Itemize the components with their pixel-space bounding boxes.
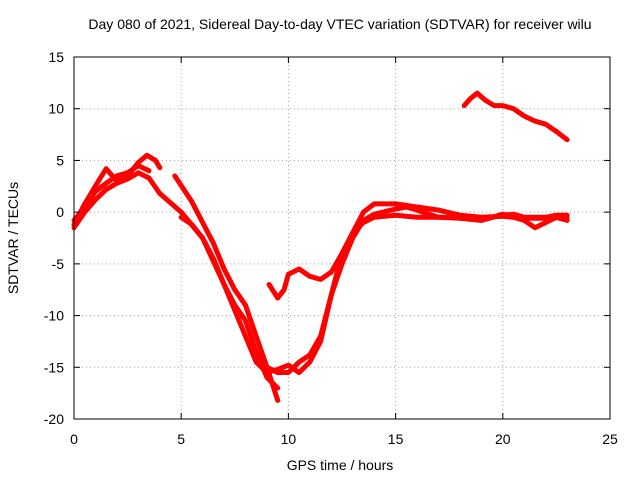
plot-frame — [73, 56, 611, 420]
series-line-sat-h — [461, 90, 570, 143]
chart-title: Day 080 of 2021, Sidereal Day-to-day VTE… — [88, 16, 591, 32]
x-tick-label: 0 — [70, 431, 78, 447]
axis-ticks — [73, 56, 611, 420]
x-tick-labels: 0 5 10 15 20 25 — [70, 431, 618, 447]
y-tick-label: 10 — [48, 101, 64, 117]
y-tick-label: -10 — [44, 308, 64, 324]
series-line-sat-e — [178, 214, 281, 391]
series-group — [71, 90, 570, 403]
series-line-sat-d — [172, 173, 281, 403]
x-tick-label: 25 — [602, 431, 618, 447]
series-line-sat-c — [71, 170, 570, 375]
grid — [74, 57, 610, 419]
x-axis-label: GPS time / hours — [287, 457, 394, 473]
y-tick-label: 0 — [56, 204, 64, 220]
series-line-sat-g — [264, 204, 570, 375]
x-tick-label: 15 — [388, 431, 404, 447]
y-tick-labels: -20 -15 -10 -5 0 5 10 15 — [44, 49, 64, 427]
y-tick-label: 5 — [56, 152, 64, 168]
x-tick-label: 5 — [177, 431, 185, 447]
y-tick-label: -5 — [52, 256, 65, 272]
series-line-sat-a — [71, 152, 163, 228]
y-tick-label: -15 — [44, 359, 64, 375]
series-line-sat-b — [71, 163, 152, 223]
y-tick-label: -20 — [44, 411, 64, 427]
y-axis-label: SDTVAR / TECUs — [5, 182, 21, 294]
y-tick-label: 15 — [48, 49, 64, 65]
x-tick-label: 10 — [281, 431, 297, 447]
x-tick-label: 20 — [495, 431, 511, 447]
